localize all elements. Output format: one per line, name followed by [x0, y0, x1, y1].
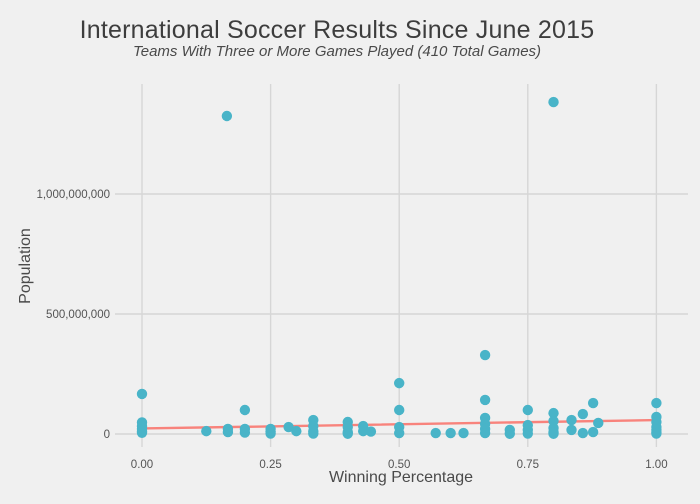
y-tick-label: 500,000,000: [46, 309, 110, 321]
data-point: [201, 425, 212, 437]
data-point: [566, 414, 577, 426]
data-point: [430, 427, 441, 439]
data-point: [222, 426, 234, 438]
y-tick-label: 0: [104, 429, 110, 441]
data-point: [479, 427, 491, 439]
data-point: [136, 388, 148, 400]
data-point: [587, 397, 599, 409]
data-point: [265, 428, 276, 439]
y-axis-title: Population: [17, 228, 34, 304]
data-point: [445, 427, 456, 439]
x-tick-label: 0.75: [517, 459, 539, 471]
data-point: [587, 426, 599, 438]
data-point: [504, 428, 515, 439]
data-point: [394, 377, 405, 389]
data-point: [342, 428, 353, 439]
data-point: [394, 427, 405, 439]
data-point: [239, 404, 251, 416]
x-tick-label: 0.25: [259, 459, 281, 471]
data-point: [651, 397, 662, 409]
data-point: [357, 425, 369, 437]
data-point: [136, 427, 148, 438]
data-point: [577, 427, 589, 439]
chart-subtitle: Teams With Three or More Games Played (4…: [132, 43, 542, 60]
data-point: [522, 404, 533, 416]
x-axis-title: Winning Percentage: [328, 469, 474, 486]
data-point: [651, 428, 662, 439]
data-point: [458, 427, 469, 439]
data-point: [566, 424, 577, 436]
data-point: [548, 96, 559, 108]
data-point: [479, 349, 491, 361]
x-tick-label: 0.00: [131, 459, 153, 471]
data-point: [577, 408, 589, 420]
data-point: [283, 421, 294, 433]
data-point: [593, 417, 604, 429]
x-tick-label: 1.00: [645, 459, 667, 471]
data-point: [221, 110, 233, 122]
data-point: [479, 394, 491, 406]
chart-title: International Soccer Results Since June …: [79, 16, 595, 44]
data-point: [365, 426, 377, 437]
y-tick-label: 1,000,000,000: [36, 189, 110, 201]
data-point: [239, 427, 251, 438]
data-point: [522, 428, 533, 439]
data-point: [394, 404, 405, 416]
data-point: [548, 407, 559, 419]
data-point: [548, 428, 559, 439]
data-point: [291, 425, 302, 437]
x-tick-label: 0.50: [388, 459, 410, 471]
data-point: [308, 428, 319, 439]
